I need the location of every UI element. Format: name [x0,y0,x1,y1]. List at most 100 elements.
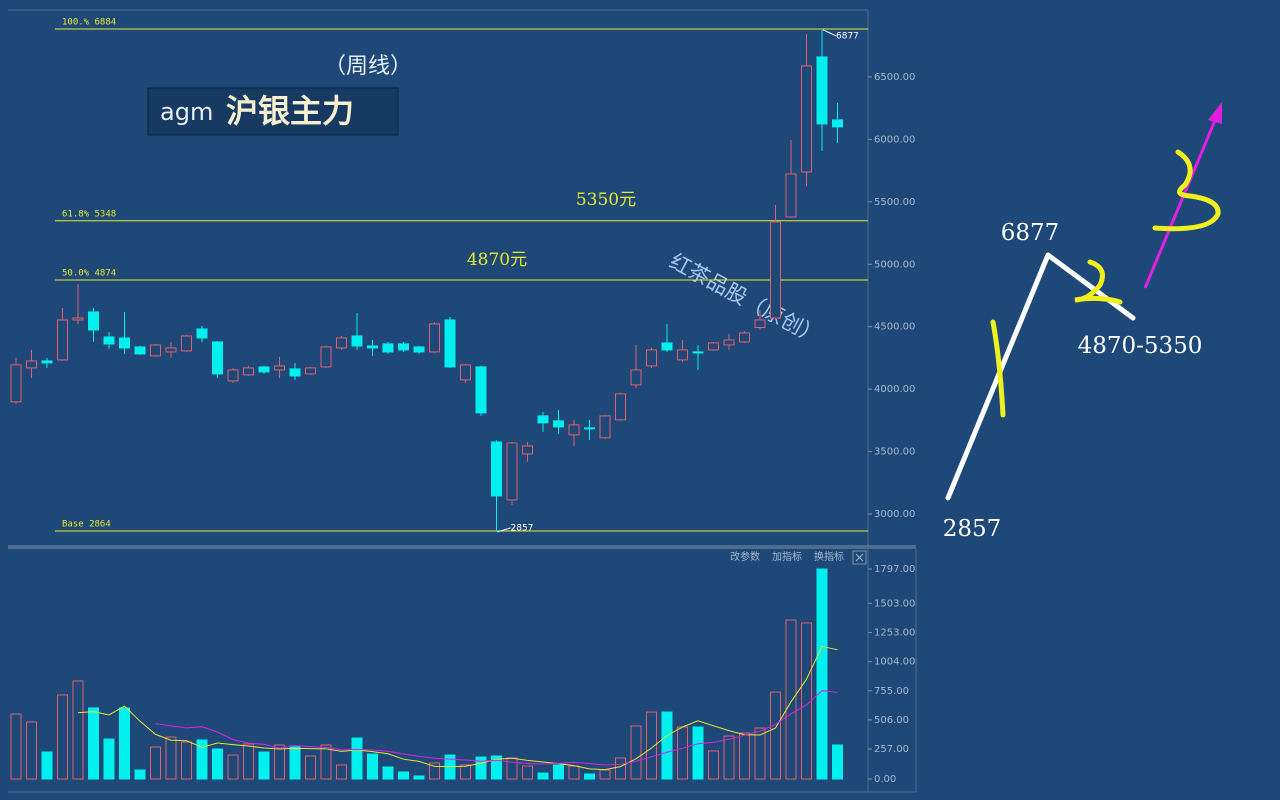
candle-body [398,343,409,351]
volume-bar [258,751,270,780]
volume-bar [429,762,440,780]
price-mark-pointer [822,29,837,37]
volume-bar [708,750,719,780]
sketch-mark-3 [1152,149,1221,232]
toolbar-button[interactable]: 换指标 [814,550,844,563]
volume-bar [150,746,161,780]
candle-body [413,346,425,353]
candle-body [10,364,22,403]
volume-bar [832,744,843,780]
candle-body [165,347,177,353]
level-label: Base 2864 [62,520,111,530]
volume-bar [181,741,192,780]
price-mark-label: 2857 [511,523,534,533]
candle-body [26,360,37,369]
volume-bar [289,745,301,780]
level-note: 4870元 [467,250,527,270]
volume-bar [10,713,22,780]
volume-bar [553,764,564,780]
candle-body [119,337,130,349]
button-close[interactable] [852,550,867,565]
level-label: 100.% 6884 [62,17,116,27]
volume-ma-line [77,645,838,771]
volume-bar [243,743,254,780]
sketch: 6877 4870-5350 2857 [943,102,1222,542]
candle-body [537,415,549,424]
candle-body [212,341,223,375]
toolbar-button[interactable]: 加指标 [772,550,802,563]
candle-body [41,360,53,364]
candle-body [134,346,146,355]
sketch-arrowhead [1208,102,1222,124]
candle-body [289,368,301,377]
close-x[interactable] [855,553,864,562]
volume-bar [336,764,347,780]
y-tick-label: 6000.00 [874,134,915,145]
volume-bar [103,738,115,780]
level-label: 50.0% 4874 [62,268,116,278]
sketch-mark-1 [990,319,1006,418]
level-label: 61.8% 5348 [62,209,116,219]
candle-body [305,367,316,375]
volume-bar [522,765,533,780]
chart-title: 沪银主力 [226,92,354,130]
volume-bar [382,766,394,780]
volume-bar [491,755,502,780]
volume-tick-label: 1253.00 [874,628,915,639]
volume-bar [584,773,595,780]
candle-body [227,369,239,382]
candle-body [196,328,208,339]
volume-bar [568,765,580,780]
candle-body [181,335,192,352]
volume-bar [460,764,471,780]
volume-bar [723,735,735,780]
volume-bar [398,771,409,780]
candle-body [522,445,533,455]
price-mark-label: 6877 [836,31,859,41]
y-tick-label: 6500.00 [874,72,915,83]
toolbar-button[interactable]: 改参数 [730,550,760,563]
volume-bar [305,755,316,780]
candle-body [599,415,611,439]
candle-body [708,342,719,351]
volume-bar [677,726,688,780]
candle-body [351,335,363,347]
volume-bar [770,691,781,780]
volume-tick-label: 1503.00 [874,598,915,609]
candle-body [367,345,378,349]
candle-body [336,337,347,349]
volume-bar [816,568,828,780]
title-box [147,87,399,136]
volume-bar [212,748,223,780]
volume-bar [661,711,673,780]
volume-bar [739,732,750,780]
volume-bar [41,751,53,780]
volume-bar [599,769,611,780]
volume-bar [227,754,239,780]
candle-body [320,346,332,368]
candle-body [754,319,766,328]
candle-body [816,56,828,125]
volume-tick-label: 755.00 [874,686,909,697]
sketch-label: 6877 [1001,220,1060,246]
candle-body [258,366,270,373]
candle-body [832,119,843,128]
candle-body [568,424,580,436]
candle-body [723,339,735,346]
volume-bar [692,726,704,780]
candle-body [584,427,595,430]
sketch-mark-2 [1074,259,1123,305]
volume-bar [274,744,285,780]
candle-body [677,349,688,361]
volume-bar [72,680,84,780]
volume-ma-line [155,690,838,766]
volume-tick-label: 0.00 [874,774,896,785]
volume-bar [537,772,549,780]
volume-bar [413,775,425,780]
y-tick-label: 4500.00 [874,322,915,333]
candle-body [739,332,750,343]
candle-body [553,420,564,428]
candle-body [382,343,394,353]
close-box[interactable] [852,550,867,565]
